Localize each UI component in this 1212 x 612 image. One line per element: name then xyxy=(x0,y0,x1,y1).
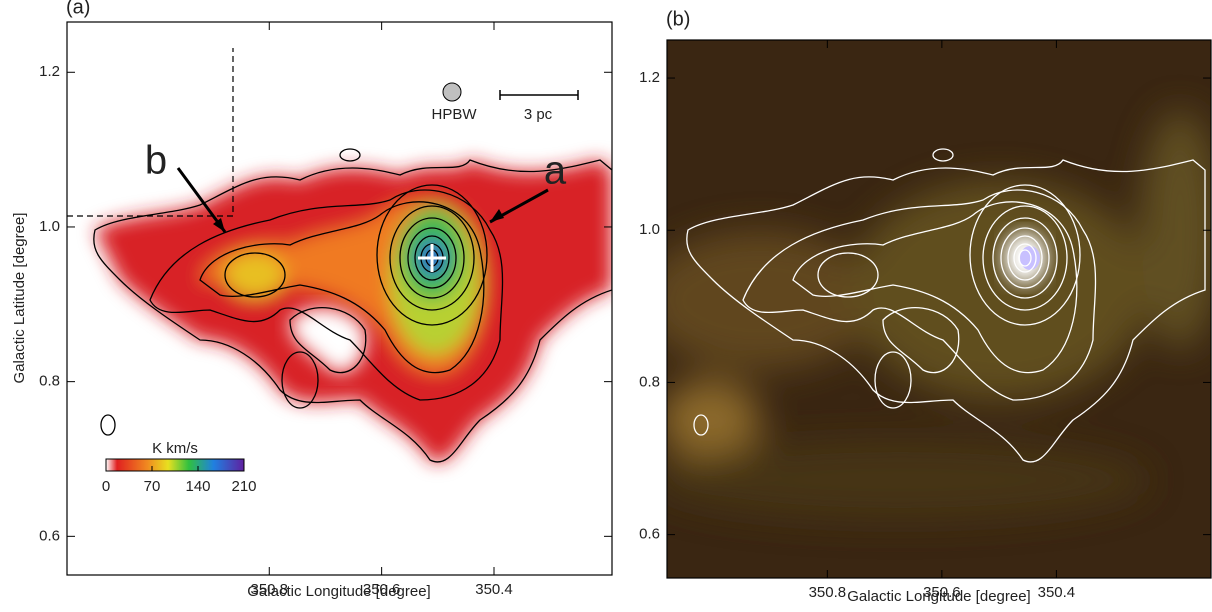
infrared-image xyxy=(667,40,1211,578)
x-axis-label: Galactic Longitude [degree] xyxy=(847,588,1030,605)
plot-frame xyxy=(66,21,613,576)
y-tick-label: 1.2 xyxy=(639,69,660,86)
y-tick-label: 1.0 xyxy=(639,221,660,238)
y-tick-label: 1.0 xyxy=(39,218,60,235)
y-axis-label: Galactic Latitude [degree] xyxy=(11,213,28,384)
beam xyxy=(442,82,462,102)
x-tick-label: 350.4 xyxy=(475,581,513,598)
colorbar-label: K km/s xyxy=(152,440,198,457)
panel-label: (b) xyxy=(666,8,690,30)
region-box xyxy=(67,48,234,217)
panel-label: (a) xyxy=(66,0,90,18)
x-axis-label: Galactic Longitude [degree] xyxy=(247,583,430,600)
x-tick-label: 350.8 xyxy=(250,581,288,598)
plot-frame xyxy=(666,39,1212,579)
y-tick-label: 0.6 xyxy=(39,527,60,544)
colorbar-tick-label: 70 xyxy=(144,478,161,495)
annotation: HPBW xyxy=(432,106,478,123)
x-tick-label: 350.8 xyxy=(809,584,847,601)
colorbar xyxy=(105,458,245,472)
x-tick-label: 350.6 xyxy=(363,581,401,598)
colorbar-tick-label: 140 xyxy=(185,478,210,495)
y-tick-label: 0.6 xyxy=(639,526,660,543)
intensity-map xyxy=(67,22,612,575)
colorbar-tick-label: 0 xyxy=(102,478,110,495)
annotation: b xyxy=(145,139,167,183)
annotation: a xyxy=(544,149,567,193)
colorbar-tick-label: 210 xyxy=(231,478,256,495)
y-tick-label: 0.8 xyxy=(39,373,60,390)
x-tick-label: 350.6 xyxy=(923,584,961,601)
scale-bar xyxy=(499,90,579,100)
x-tick-label: 350.4 xyxy=(1038,584,1076,601)
y-tick-label: 1.2 xyxy=(39,63,60,80)
annotation: 3 pc xyxy=(524,106,553,123)
y-tick-label: 0.8 xyxy=(639,373,660,390)
